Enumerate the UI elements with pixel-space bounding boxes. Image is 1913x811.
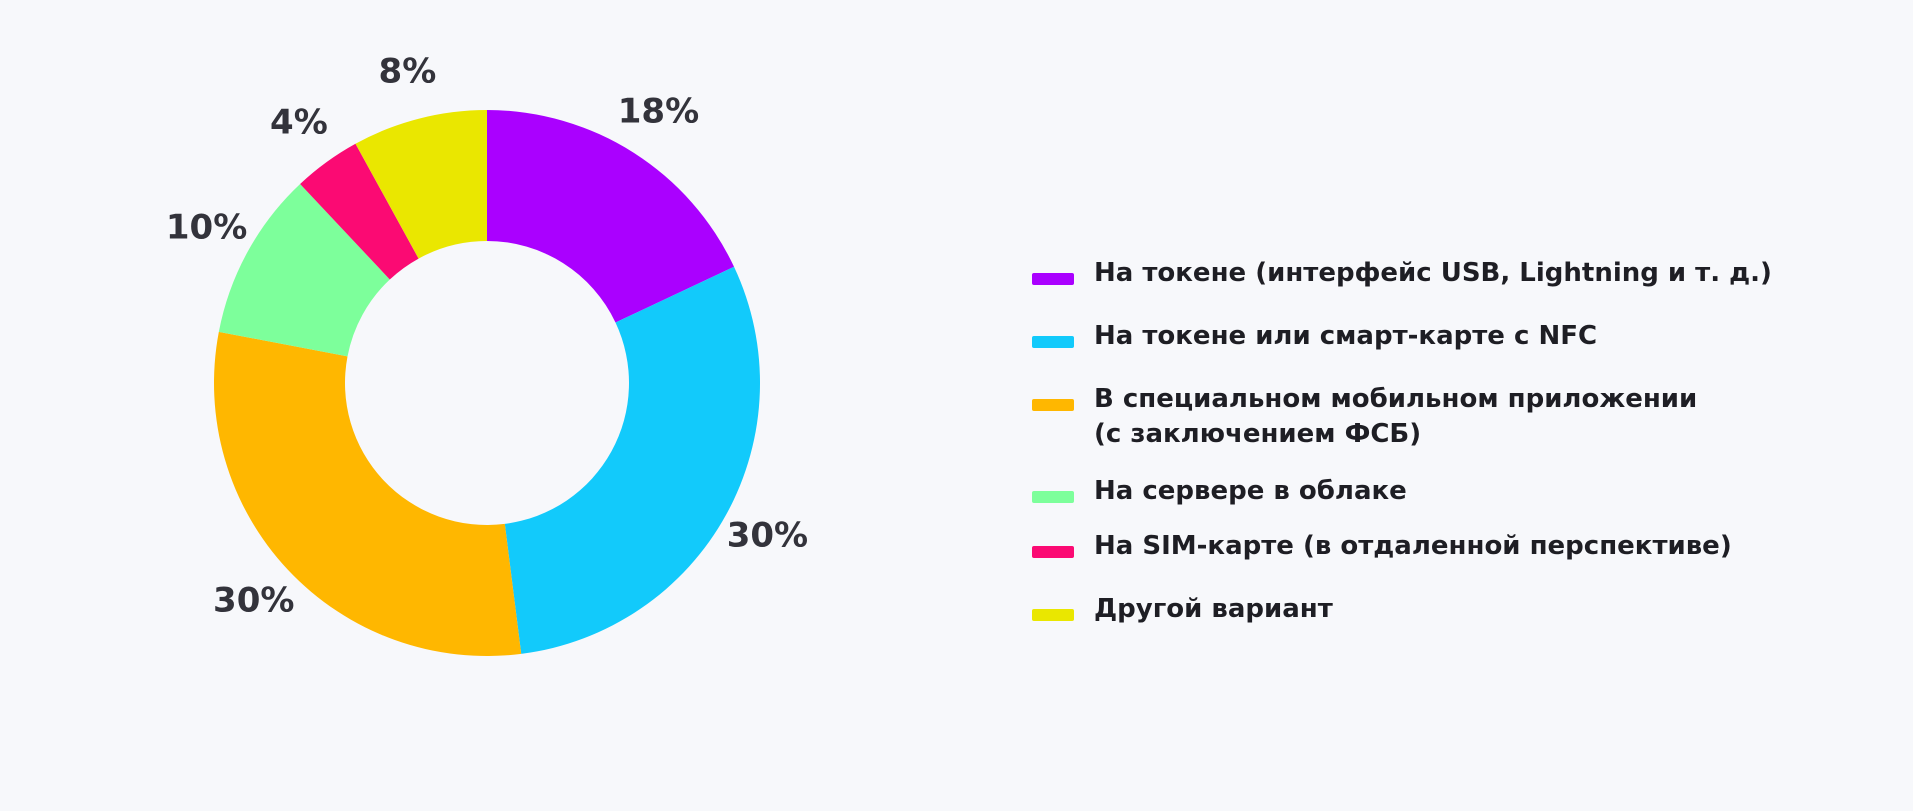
- donut-slice-6: [355, 110, 487, 259]
- legend-label-2: На токене или смарт-карте с NFC: [1094, 321, 1598, 351]
- legend-label-4: На сервере в облаке: [1094, 476, 1407, 506]
- legend-item-5: На SIM-карте (в отдаленной перспективе): [1032, 529, 1882, 564]
- slice-value-label-3: 30%: [213, 581, 294, 621]
- legend-swatch-5: [1032, 546, 1074, 558]
- donut-slice-3: [213, 331, 522, 656]
- legend-label-5: На SIM-карте (в отдаленной перспективе): [1094, 531, 1732, 561]
- legend-item-2: На токене или смарт-карте с NFC: [1032, 319, 1882, 354]
- legend-label-3: В специальном мобильном приложении (с за…: [1094, 384, 1698, 449]
- slice-value-label-4: 10%: [166, 207, 247, 247]
- donut-slice-4: [218, 183, 390, 357]
- legend-item-3: В специальном мобильном приложении (с за…: [1032, 382, 1882, 452]
- legend-item-1: На токене (интерфейс USB, Lightning и т.…: [1032, 256, 1882, 291]
- slice-value-label-1: 18%: [618, 91, 699, 131]
- legend-label-1: На токене (интерфейс USB, Lightning и т.…: [1094, 258, 1772, 288]
- donut-slice-2: [504, 266, 760, 654]
- donut-slice-1: [487, 110, 735, 323]
- slice-value-label-5: 4%: [270, 103, 328, 143]
- legend-swatch-3: [1032, 399, 1074, 411]
- legend-swatch-1: [1032, 273, 1074, 285]
- slice-value-label-2: 30%: [727, 516, 808, 556]
- donut-slice-5: [300, 143, 419, 280]
- legend-swatch-4: [1032, 491, 1074, 503]
- slice-value-label-6: 8%: [379, 52, 437, 92]
- legend-label-6: Другой вариант: [1094, 594, 1333, 624]
- legend: На токене (интерфейс USB, Lightning и т.…: [1032, 256, 1882, 627]
- legend-item-4: На сервере в облаке: [1032, 474, 1882, 509]
- legend-swatch-6: [1032, 609, 1074, 621]
- legend-swatch-2: [1032, 336, 1074, 348]
- legend-item-6: Другой вариант: [1032, 592, 1882, 627]
